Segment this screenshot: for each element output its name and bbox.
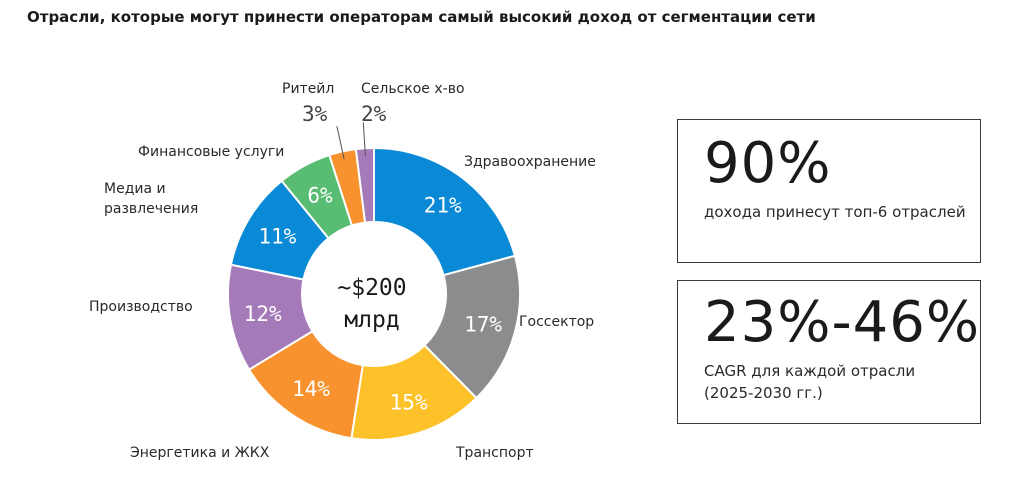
slice-percent-label-6: 6% — [307, 184, 333, 208]
chart-title: Отрасли, которые могут принести оператор… — [27, 8, 816, 26]
donut-slice-1 — [423, 254, 521, 400]
legend-label-energy: Энергетика и ЖКХ — [130, 445, 270, 461]
slice-percent-label-4: 12% — [244, 302, 282, 326]
leader-line-8 — [362, 122, 366, 157]
legend-label-media-line2: развлечения — [104, 201, 199, 217]
legend-label-transport: Транспорт — [456, 445, 534, 461]
donut-slices — [227, 146, 521, 441]
slice-percent-label-3: 14% — [292, 377, 330, 401]
agri-percent: 2% — [361, 102, 387, 126]
center-label-amount: ~$200 — [337, 275, 406, 301]
stat-text-top6: дохода принесут топ-6 отраслей — [704, 203, 966, 221]
slice-percent-label-2: 15% — [390, 391, 428, 415]
legend-label-agri: Сельское х-во — [361, 81, 465, 97]
stat-value-top6: 90% — [704, 131, 832, 196]
legend-label-media-line1: Медиа и — [104, 181, 166, 197]
stat-box-cagr: 23%-46% CAGR для каждой отрасли (2025-20… — [677, 280, 981, 424]
legend-label-finance: Финансовые услуги — [138, 144, 285, 160]
donut-percent-labels: 21% 17% 15% 14% 12% 11% 6% — [244, 184, 503, 415]
legend-label-gov: Госсектор — [519, 314, 595, 330]
slice-percent-label-0: 21% — [424, 193, 462, 217]
stat-value-cagr: 23%-46% — [704, 290, 981, 355]
slice-percent-label-1: 17% — [464, 313, 502, 337]
retail-percent: 3% — [302, 102, 328, 126]
donut-slice-8 — [354, 146, 375, 224]
legend-label-health: Здравоохранение — [464, 154, 596, 170]
legend-label-retail: Ритейл — [282, 81, 335, 97]
leader-line-7 — [336, 125, 345, 160]
legend-label-production: Производство — [89, 299, 193, 315]
stat-text-cagr-line2: (2025-2030 гг.) — [704, 384, 823, 402]
stat-box-top6: 90% дохода принесут топ-6 отраслей — [677, 119, 981, 263]
stat-text-cagr-line1: CAGR для каждой отрасли — [704, 362, 916, 380]
center-label-unit: млрд — [344, 307, 399, 333]
slice-percent-label-5: 11% — [258, 224, 296, 248]
donut-slice-0 — [373, 146, 517, 277]
leader-lines — [336, 122, 366, 160]
